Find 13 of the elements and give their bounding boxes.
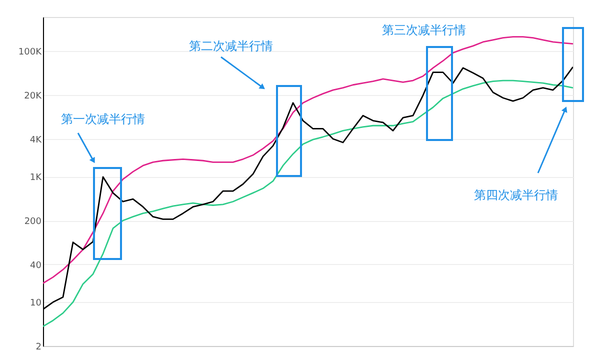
- annotation: 第一次减半行情: [61, 112, 145, 126]
- annotation: 第四次减半行情: [474, 188, 558, 202]
- y-tick-label: 4K: [30, 135, 43, 146]
- line-series: [43, 36, 573, 284]
- y-tick-label: 2: [36, 342, 42, 351]
- annotation: 第二次减半行情: [189, 39, 273, 53]
- annotation: 第三次减半行情: [382, 23, 466, 37]
- y-tick-label: 200: [24, 217, 42, 227]
- y-tick-label: 20K: [24, 92, 43, 102]
- y-tick-label: 100K: [18, 48, 43, 58]
- y-tick-label: 1K: [30, 173, 43, 184]
- y-tick-label: 40: [30, 260, 42, 271]
- y-tick-label: 10: [30, 298, 42, 309]
